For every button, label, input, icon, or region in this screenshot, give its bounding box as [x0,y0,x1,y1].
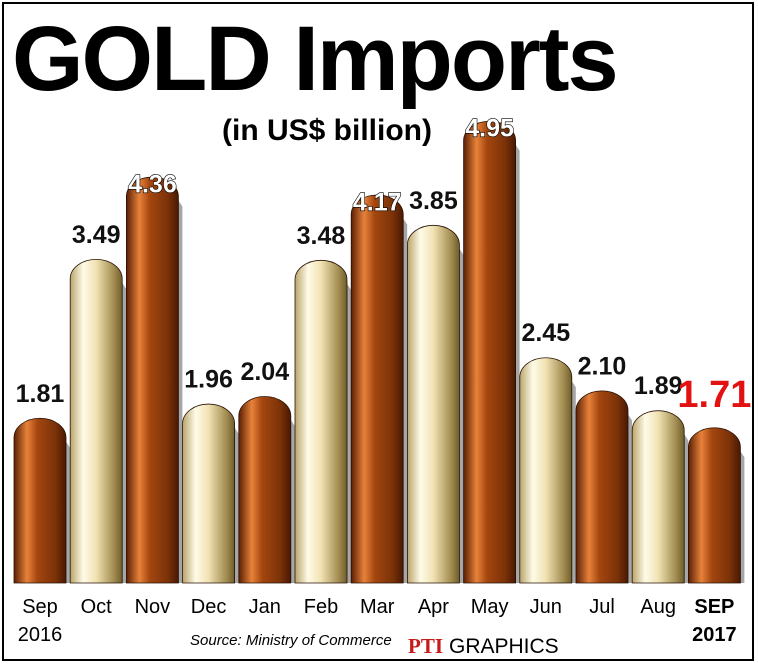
source-note: Source: Ministry of Commerce [190,632,392,649]
value-labels-layer: 1.81 3.494.36 1.96 2.04 3.484.17 3.85 4.95 2.45… [16,114,752,416]
category-label-8: May [471,596,509,618]
value-label-3: 1.96 [184,366,233,394]
value-label-9: 2.45 [521,319,570,347]
bar-9 [519,357,576,584]
value-label-10: 2.10 [578,352,627,380]
bar-7 [407,224,464,584]
category-label-7: Apr [418,596,449,618]
bar-10 [575,390,632,584]
value-label-4: 2.04 [240,358,289,386]
bar-1 [69,258,127,584]
category-label-11: Aug [640,596,676,618]
value-label-11: 1.89 [634,372,683,400]
category-label-1: Oct [81,596,113,618]
category-label-5: Feb [304,596,338,618]
category-label-4: Jan [249,596,281,618]
graphics-credit: GRAPHICS [449,635,559,658]
bar-0 [13,417,70,584]
bars-layer [13,120,745,584]
pti-graphics-credit: PTI GRAPHICS [408,634,559,658]
bar-8 [463,120,520,584]
value-label-12: 1.71 [677,374,751,416]
bar-6 [350,194,408,584]
category-label-12: SEP [694,596,734,618]
category-label-2: Nov [135,596,171,618]
bar-11 [631,410,689,584]
category-label-12-line2: 2017 [692,624,737,646]
value-label-0: 1.81 [16,380,65,408]
value-label-2: 4.36 [128,171,177,199]
bar-2 [126,176,183,584]
bar-3 [182,403,239,584]
category-label-0-line2: 2016 [18,624,63,646]
value-label-7: 3.85 [409,187,458,215]
bar-5 [294,259,351,584]
bar-12 [688,427,745,584]
category-label-10: Jul [589,596,615,618]
value-label-6: 4.17 [353,189,402,217]
category-label-6: Mar [360,596,395,618]
chart-subtitle: (in US$ billion) [222,114,432,147]
value-label-5: 3.48 [297,222,346,250]
category-label-0: Sep [22,596,58,618]
category-label-9: Jun [530,596,562,618]
category-labels-layer: Sep 2016 Oct Nov Dec Jan Feb Mar Apr May Jun Jul Aug… [18,596,737,646]
value-label-8: 4.95 [465,115,514,143]
category-label-3: Dec [191,596,227,618]
chart-title: GOLD Imports [12,8,617,110]
pti-logo: PTI [408,634,443,658]
bar-4 [238,396,295,584]
value-label-1: 3.49 [72,221,121,249]
